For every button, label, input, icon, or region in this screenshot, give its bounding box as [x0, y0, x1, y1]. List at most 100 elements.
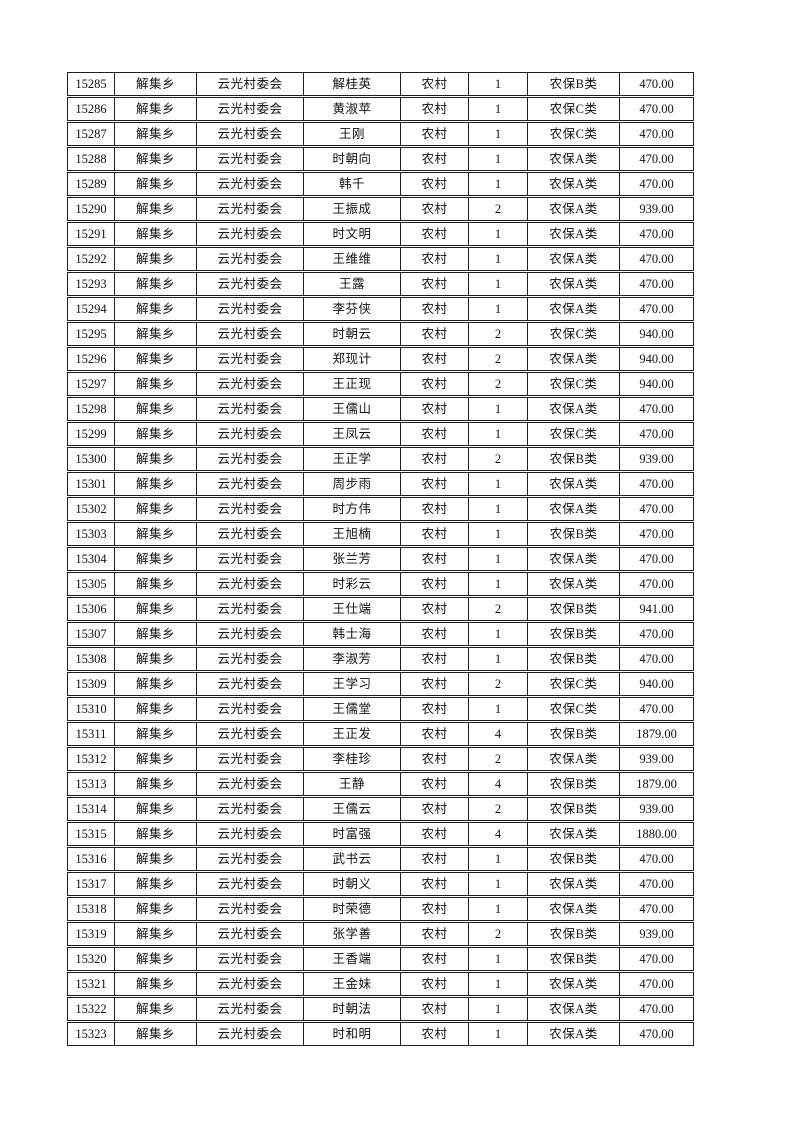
cell-category: 农保A类 [528, 498, 620, 520]
cell-village: 云光村委会 [197, 748, 304, 770]
cell-township: 解集乡 [115, 823, 197, 845]
cell-id: 15288 [68, 148, 115, 170]
cell-village: 云光村委会 [197, 373, 304, 395]
cell-township: 解集乡 [115, 473, 197, 495]
table-row: 15310 解集乡 云光村委会 王儒堂 农村 1 农保C类 470.00 [67, 697, 694, 721]
cell-village: 云光村委会 [197, 298, 304, 320]
cell-id: 15285 [68, 73, 115, 95]
cell-township: 解集乡 [115, 698, 197, 720]
cell-amount: 1879.00 [636, 776, 677, 791]
cell-amount: 470.00 [639, 576, 674, 591]
cell-name: 周步雨 [304, 473, 401, 495]
cell-name: 李芬侠 [304, 298, 401, 320]
cell-residence: 农村 [401, 973, 469, 995]
cell-name: 时和明 [304, 1023, 401, 1045]
table-row: 15316 解集乡 云光村委会 武书云 农村 1 农保B类 470.00 [67, 847, 694, 871]
cell-township: 解集乡 [115, 448, 197, 470]
cell-id: 15316 [68, 848, 115, 870]
cell-category: 农保B类 [528, 73, 620, 95]
cell-name: 时朝向 [304, 148, 401, 170]
cell-residence: 农村 [401, 173, 469, 195]
cell-category: 农保A类 [528, 223, 620, 245]
table-row: 15308 解集乡 云光村委会 李淑芳 农村 1 农保B类 470.00 [67, 647, 694, 671]
cell-category: 农保A类 [528, 473, 620, 495]
cell-name: 时方伟 [304, 498, 401, 520]
cell-count: 1 [469, 1023, 528, 1045]
cell-amount: 470.00 [639, 476, 674, 491]
cell-count: 1 [469, 973, 528, 995]
cell-village: 云光村委会 [197, 323, 304, 345]
cell-amount: 940.00 [639, 351, 674, 366]
cell-count: 1 [469, 898, 528, 920]
cell-village: 云光村委会 [197, 973, 304, 995]
cell-residence: 农村 [401, 948, 469, 970]
cell-village: 云光村委会 [197, 273, 304, 295]
cell-category: 农保B类 [528, 773, 620, 795]
cell-amount: 940.00 [639, 376, 674, 391]
cell-count: 2 [469, 598, 528, 620]
cell-count: 4 [469, 823, 528, 845]
cell-id: 15303 [68, 523, 115, 545]
cell-count: 4 [469, 723, 528, 745]
cell-village: 云光村委会 [197, 223, 304, 245]
cell-id: 15295 [68, 323, 115, 345]
cell-count: 2 [469, 748, 528, 770]
cell-id: 15301 [68, 473, 115, 495]
cell-village: 云光村委会 [197, 198, 304, 220]
cell-category: 农保A类 [528, 748, 620, 770]
cell-township: 解集乡 [115, 373, 197, 395]
table-row: 15288 解集乡 云光村委会 时朝向 农村 1 农保A类 470.00 [67, 147, 694, 171]
cell-id: 15319 [68, 923, 115, 945]
cell-category: 农保B类 [528, 523, 620, 545]
cell-name: 韩千 [304, 173, 401, 195]
cell-id: 15320 [68, 948, 115, 970]
cell-id: 15306 [68, 598, 115, 620]
cell-township: 解集乡 [115, 573, 197, 595]
cell-village: 云光村委会 [197, 448, 304, 470]
table-row: 15322 解集乡 云光村委会 时朝法 农村 1 农保A类 470.00 [67, 997, 694, 1021]
table-row: 15296 解集乡 云光村委会 郑现计 农村 2 农保A类 940.00 [67, 347, 694, 371]
cell-amount: 470.00 [639, 651, 674, 666]
cell-count: 1 [469, 648, 528, 670]
cell-residence: 农村 [401, 473, 469, 495]
cell-village: 云光村委会 [197, 873, 304, 895]
cell-count: 2 [469, 348, 528, 370]
cell-amount: 470.00 [639, 701, 674, 716]
cell-village: 云光村委会 [197, 548, 304, 570]
cell-residence: 农村 [401, 748, 469, 770]
cell-residence: 农村 [401, 648, 469, 670]
table-row: 15319 解集乡 云光村委会 张学善 农村 2 农保B类 939.00 [67, 922, 694, 946]
cell-amount: 939.00 [639, 751, 674, 766]
cell-residence: 农村 [401, 373, 469, 395]
cell-amount: 470.00 [639, 551, 674, 566]
cell-residence: 农村 [401, 223, 469, 245]
cell-category: 农保A类 [528, 1023, 620, 1045]
cell-township: 解集乡 [115, 648, 197, 670]
cell-id: 15292 [68, 248, 115, 270]
cell-id: 15293 [68, 273, 115, 295]
cell-count: 1 [469, 173, 528, 195]
cell-count: 1 [469, 623, 528, 645]
cell-village: 云光村委会 [197, 673, 304, 695]
cell-residence: 农村 [401, 98, 469, 120]
table-row: 15286 解集乡 云光村委会 黄淑苹 农村 1 农保C类 470.00 [67, 97, 694, 121]
cell-amount: 470.00 [639, 951, 674, 966]
cell-category: 农保B类 [528, 723, 620, 745]
cell-residence: 农村 [401, 848, 469, 870]
cell-amount: 470.00 [639, 851, 674, 866]
table-row: 15298 解集乡 云光村委会 王儒山 农村 1 农保A类 470.00 [67, 397, 694, 421]
table-row: 15307 解集乡 云光村委会 韩士海 农村 1 农保B类 470.00 [67, 622, 694, 646]
cell-name: 王仕端 [304, 598, 401, 620]
cell-village: 云光村委会 [197, 498, 304, 520]
cell-name: 王学习 [304, 673, 401, 695]
table-row: 15302 解集乡 云光村委会 时方伟 农村 1 农保A类 470.00 [67, 497, 694, 521]
cell-id: 15299 [68, 423, 115, 445]
cell-township: 解集乡 [115, 123, 197, 145]
cell-village: 云光村委会 [197, 923, 304, 945]
cell-township: 解集乡 [115, 498, 197, 520]
cell-village: 云光村委会 [197, 173, 304, 195]
cell-village: 云光村委会 [197, 623, 304, 645]
cell-township: 解集乡 [115, 273, 197, 295]
cell-count: 2 [469, 448, 528, 470]
cell-village: 云光村委会 [197, 1023, 304, 1045]
